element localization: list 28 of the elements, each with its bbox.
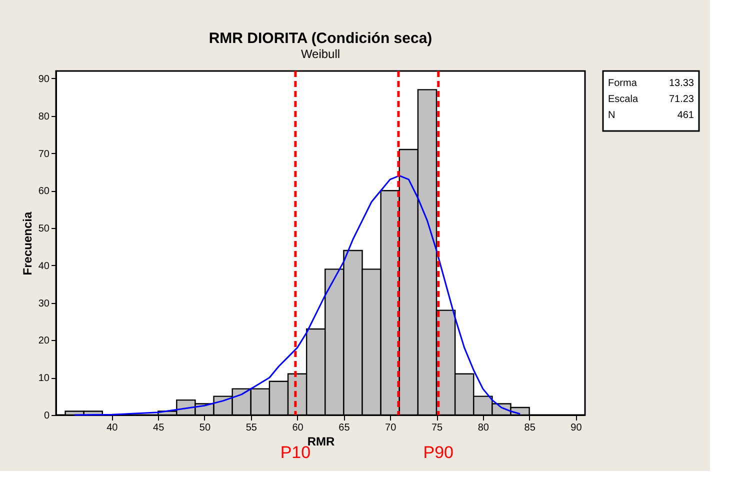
text: N 461 (608, 110, 694, 121)
ref-line-label: P90 (423, 443, 454, 462)
y-tick-label: 80 (38, 111, 50, 122)
x-tick-label: 40 (106, 422, 118, 434)
x-tick-label: 60 (292, 422, 304, 434)
y-tick-label: 90 (38, 74, 50, 85)
y-tick-label: 0 (44, 410, 50, 422)
y-tick-label: 60 (38, 186, 50, 198)
text: Escala 71.23 (608, 94, 694, 105)
y-tick-label: 50 (38, 224, 50, 235)
x-tick-label: 55 (246, 422, 258, 434)
x-tick-label: 50 (199, 422, 211, 434)
y-tick-label: 70 (38, 148, 50, 160)
chart-subtitle: Weibull (300, 46, 340, 61)
y-tick-label: 40 (38, 260, 50, 272)
y-tick-label: 30 (38, 298, 50, 310)
x-tick-label: 70 (385, 422, 397, 434)
chart-title: RMR DIORITA (Condición seca) (208, 30, 432, 47)
y-axis-title: Frecuencia (20, 212, 34, 276)
y-tick-label: 20 (38, 336, 50, 347)
x-tick-label: 65 (338, 422, 350, 434)
text: Forma 13.33 (608, 78, 694, 89)
x-tick-label: 90 (570, 422, 582, 434)
x-tick-label: 45 (153, 422, 165, 434)
x-tick-label: 85 (524, 422, 536, 434)
y-tick-label: 10 (38, 373, 50, 384)
x-tick-label: 80 (478, 422, 490, 434)
x-tick-label: 75 (431, 422, 444, 434)
